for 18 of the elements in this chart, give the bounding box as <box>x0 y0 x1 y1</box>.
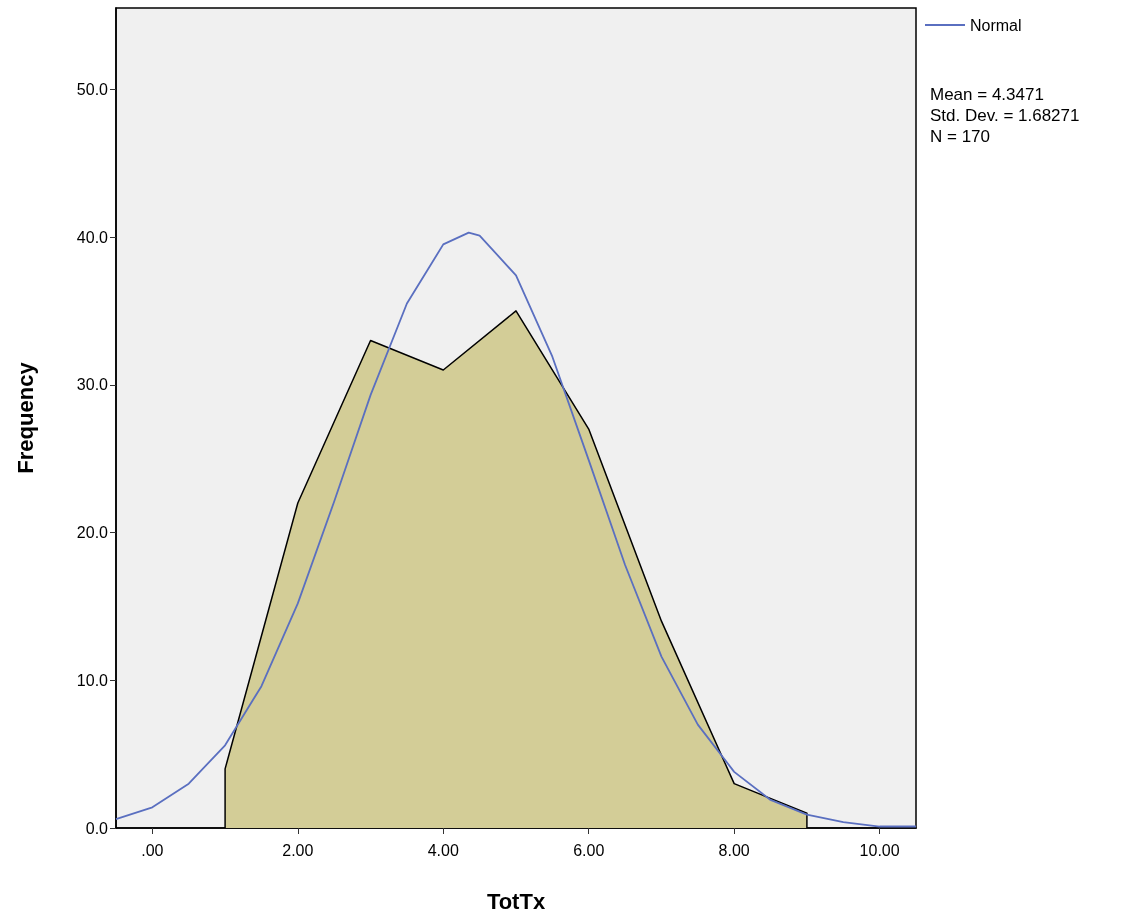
x-tick-label: .00 <box>141 841 164 859</box>
y-tick-label: 40.0 <box>76 228 109 246</box>
text: Mean = 4.3471 <box>930 85 1044 104</box>
y-tick-label: 30.0 <box>76 376 109 394</box>
y-tick-label: 20.0 <box>76 524 109 541</box>
legend-label: Normal <box>970 16 1022 34</box>
text: Std. Dev. = 1.68271 <box>930 106 1080 125</box>
text: N = 170 <box>930 127 991 146</box>
x-tick-label: 6.00 <box>573 841 605 859</box>
y-tick-label: 50.0 <box>76 80 109 98</box>
x-tick-label: 4.00 <box>427 841 459 859</box>
x-tick-label: 2.00 <box>282 841 314 859</box>
y-tick-label: 10.0 <box>76 671 109 689</box>
x-tick-label: 10.00 <box>859 841 900 859</box>
y-tick-label: 0.0 <box>85 819 109 837</box>
y-axis-title: Frequency <box>12 361 38 474</box>
x-tick-label: 8.00 <box>718 841 750 859</box>
x-axis-title: TotTx <box>486 888 546 914</box>
